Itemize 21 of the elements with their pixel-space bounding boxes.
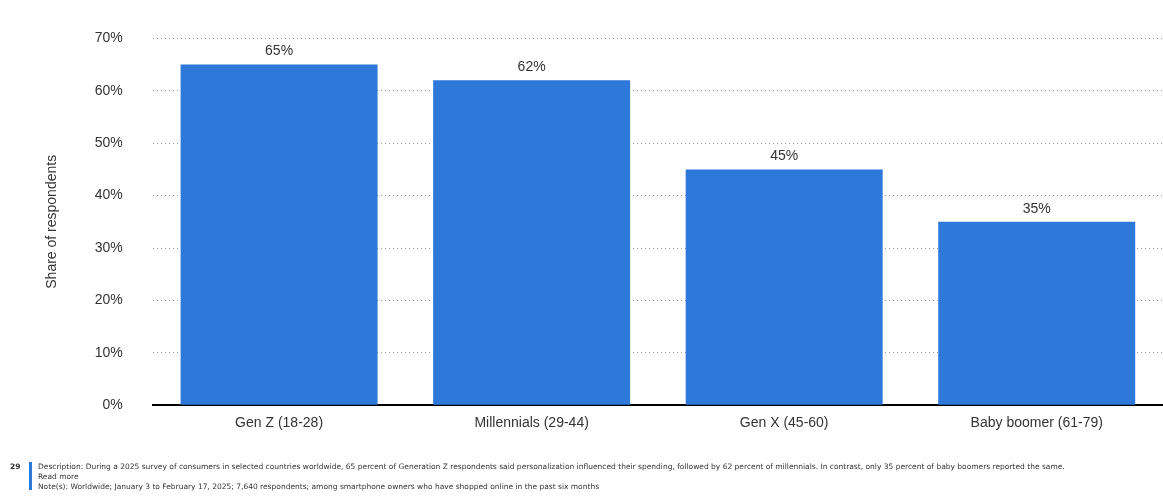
bar [433,80,631,405]
y-tick-label: 40% [94,186,123,203]
y-tick-label: 10% [94,343,123,360]
y-axis-title: Share of respondents [43,154,60,289]
x-tick-label: Gen Z (18-28) [235,414,324,431]
y-tick-label: 30% [94,238,123,255]
bar [938,221,1136,405]
y-tick-label: 70% [94,29,123,46]
y-tick-label: 20% [94,291,123,308]
data-label: 45% [770,147,799,164]
x-tick-label: Millennials (29-44) [474,414,589,431]
x-tick-label: Baby boomer (61-79) [970,414,1103,431]
y-tick-label: 50% [94,134,123,151]
x-tick-label: Gen X (45-60) [739,414,829,431]
bar [685,169,883,405]
y-tick-label: 60% [94,81,123,98]
data-label: 62% [517,58,546,75]
y-tick-label: 0% [102,396,123,413]
data-label: 65% [265,42,294,59]
data-label: 35% [1022,199,1051,216]
bar [180,64,378,405]
